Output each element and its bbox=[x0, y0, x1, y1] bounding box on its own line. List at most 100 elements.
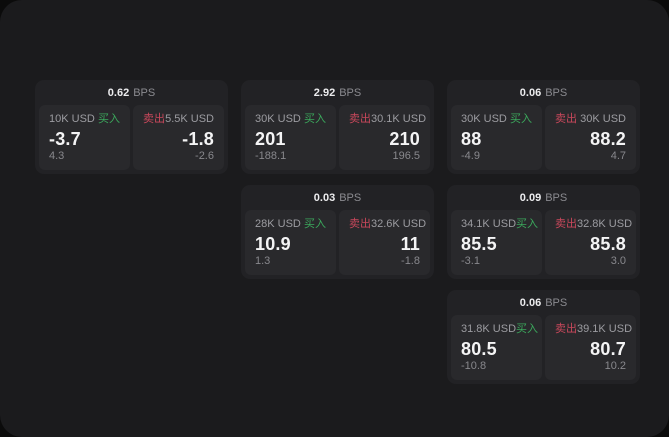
spread-value: 0.06 bbox=[519, 296, 542, 309]
buy-delta: -3.1 bbox=[461, 255, 480, 267]
buy-panel[interactable]: 10K USD 买入 -3.7 4.3 bbox=[39, 105, 130, 170]
sell-panel[interactable]: 卖出 30.1K USD 210 196.5 bbox=[339, 105, 430, 170]
spread-header: 0.62 BPS bbox=[35, 80, 228, 105]
buy-panel[interactable]: 30K USD 买入 201 -188.1 bbox=[245, 105, 336, 170]
spread-value: 2.92 bbox=[313, 86, 336, 99]
spread-unit: BPS bbox=[339, 86, 362, 99]
buy-side-label: 买入 bbox=[98, 113, 120, 125]
buy-delta: -188.1 bbox=[255, 150, 287, 162]
buy-panel[interactable]: 30K USD 买入 88 -4.9 bbox=[451, 105, 542, 170]
spread-unit: BPS bbox=[545, 86, 568, 99]
buy-panel[interactable]: 34.1K USD 买入 85.5 -3.1 bbox=[451, 210, 542, 275]
buy-notional: 34.1K USD bbox=[461, 218, 517, 230]
buy-notional: 31.8K USD bbox=[461, 323, 517, 335]
sell-panel-top: 卖出 39.1K USD bbox=[555, 323, 632, 336]
sell-side-label: 卖出 bbox=[555, 113, 577, 125]
sell-side-label: 卖出 bbox=[555, 323, 577, 335]
spread-header: 0.06 BPS bbox=[447, 80, 640, 105]
sell-price: 210 bbox=[389, 129, 420, 149]
sell-panel-top: 卖出 32.6K USD bbox=[349, 218, 426, 231]
sell-delta: -2.6 bbox=[195, 150, 214, 162]
sell-notional: 32.8K USD bbox=[577, 218, 633, 230]
quote-body: 30K USD 买入 88 -4.9 卖出 30K USD 88.2 4.7 bbox=[447, 105, 640, 174]
buy-side-label: 买入 bbox=[516, 323, 539, 335]
sell-side-label: 卖出 bbox=[349, 113, 371, 125]
buy-panel-top: 28K USD 买入 bbox=[255, 218, 326, 231]
sell-notional: 30K USD bbox=[580, 113, 626, 125]
sell-price: 80.7 bbox=[590, 339, 626, 359]
quote-card: 2.92 BPS 30K USD 买入 201 -188.1 卖出 bbox=[241, 80, 434, 174]
spread-header: 0.06 BPS bbox=[447, 290, 640, 315]
sell-delta: 196.5 bbox=[392, 150, 420, 162]
buy-delta: 4.3 bbox=[49, 150, 65, 162]
spread-unit: BPS bbox=[545, 191, 568, 204]
buy-price: 10.9 bbox=[255, 234, 291, 254]
spread-value: 0.06 bbox=[519, 86, 542, 99]
quote-card: 0.09 BPS 34.1K USD 买入 85.5 -3.1 卖出 bbox=[447, 185, 640, 279]
sell-panel[interactable]: 卖出 32.8K USD 85.8 3.0 bbox=[545, 210, 636, 275]
quote-body: 10K USD 买入 -3.7 4.3 卖出 5.5K USD -1.8 -2.… bbox=[35, 105, 228, 174]
buy-side-label: 买入 bbox=[304, 218, 326, 230]
spread-unit: BPS bbox=[339, 191, 362, 204]
buy-panel-top: 31.8K USD 买入 bbox=[461, 323, 538, 336]
buy-delta: -4.9 bbox=[461, 150, 480, 162]
spread-value: 0.62 bbox=[107, 86, 130, 99]
buy-notional: 30K USD bbox=[461, 113, 507, 125]
buy-notional: 28K USD bbox=[255, 218, 301, 230]
sell-side-label: 卖出 bbox=[555, 218, 577, 230]
buy-price: -3.7 bbox=[49, 129, 81, 149]
sell-delta: 10.2 bbox=[604, 360, 626, 372]
buy-notional: 10K USD bbox=[49, 113, 95, 125]
sell-panel[interactable]: 卖出 5.5K USD -1.8 -2.6 bbox=[133, 105, 224, 170]
buy-delta: -10.8 bbox=[461, 360, 487, 372]
sell-side-label: 卖出 bbox=[143, 113, 165, 125]
spread-unit: BPS bbox=[545, 296, 568, 309]
quote-grid: 0.62 BPS 10K USD 买入 -3.7 4.3 卖出 bbox=[35, 80, 640, 384]
buy-panel-top: 30K USD 买入 bbox=[461, 113, 532, 126]
sell-price: -1.8 bbox=[182, 129, 214, 149]
quote-card: 0.03 BPS 28K USD 买入 10.9 1.3 卖出 bbox=[241, 185, 434, 279]
buy-panel-top: 10K USD 买入 bbox=[49, 113, 120, 126]
sell-panel[interactable]: 卖出 32.6K USD 11 -1.8 bbox=[339, 210, 430, 275]
buy-price: 80.5 bbox=[461, 339, 497, 359]
sell-panel-top: 卖出 5.5K USD bbox=[143, 113, 214, 126]
spread-header: 0.09 BPS bbox=[447, 185, 640, 210]
buy-notional: 30K USD bbox=[255, 113, 301, 125]
buy-panel[interactable]: 28K USD 买入 10.9 1.3 bbox=[245, 210, 336, 275]
spread-value: 0.09 bbox=[519, 191, 542, 204]
buy-delta: 1.3 bbox=[255, 255, 271, 267]
buy-panel[interactable]: 31.8K USD 买入 80.5 -10.8 bbox=[451, 315, 542, 380]
sell-price: 88.2 bbox=[590, 129, 626, 149]
sell-delta: 4.7 bbox=[610, 150, 626, 162]
spread-unit: BPS bbox=[133, 86, 156, 99]
quote-card: 0.06 BPS 30K USD 买入 88 -4.9 卖出 bbox=[447, 80, 640, 174]
sell-panel-top: 卖出 30K USD bbox=[555, 113, 626, 126]
buy-side-label: 买入 bbox=[304, 113, 326, 125]
quote-body: 34.1K USD 买入 85.5 -3.1 卖出 32.8K USD 85.8… bbox=[447, 210, 640, 279]
sell-notional: 39.1K USD bbox=[577, 323, 633, 335]
buy-side-label: 买入 bbox=[510, 113, 532, 125]
sell-price: 11 bbox=[400, 234, 420, 254]
buy-price: 201 bbox=[255, 129, 286, 149]
quote-body: 30K USD 买入 201 -188.1 卖出 30.1K USD 210 1… bbox=[241, 105, 434, 174]
sell-panel-top: 卖出 32.8K USD bbox=[555, 218, 632, 231]
sell-side-label: 卖出 bbox=[349, 218, 371, 230]
spread-header: 2.92 BPS bbox=[241, 80, 434, 105]
sell-notional: 30.1K USD bbox=[371, 113, 427, 125]
sell-price: 85.8 bbox=[590, 234, 626, 254]
quote-body: 28K USD 买入 10.9 1.3 卖出 32.6K USD 11 -1.8 bbox=[241, 210, 434, 279]
sell-panel-top: 卖出 30.1K USD bbox=[349, 113, 426, 126]
sell-panel[interactable]: 卖出 39.1K USD 80.7 10.2 bbox=[545, 315, 636, 380]
buy-price: 88 bbox=[461, 129, 482, 149]
quote-body: 31.8K USD 买入 80.5 -10.8 卖出 39.1K USD 80.… bbox=[447, 315, 640, 384]
sell-notional: 5.5K USD bbox=[165, 113, 214, 125]
spread-header: 0.03 BPS bbox=[241, 185, 434, 210]
buy-panel-top: 30K USD 买入 bbox=[255, 113, 326, 126]
spread-value: 0.03 bbox=[313, 191, 336, 204]
sell-delta: -1.8 bbox=[401, 255, 420, 267]
sell-panel[interactable]: 卖出 30K USD 88.2 4.7 bbox=[545, 105, 636, 170]
buy-panel-top: 34.1K USD 买入 bbox=[461, 218, 538, 231]
sell-notional: 32.6K USD bbox=[371, 218, 427, 230]
